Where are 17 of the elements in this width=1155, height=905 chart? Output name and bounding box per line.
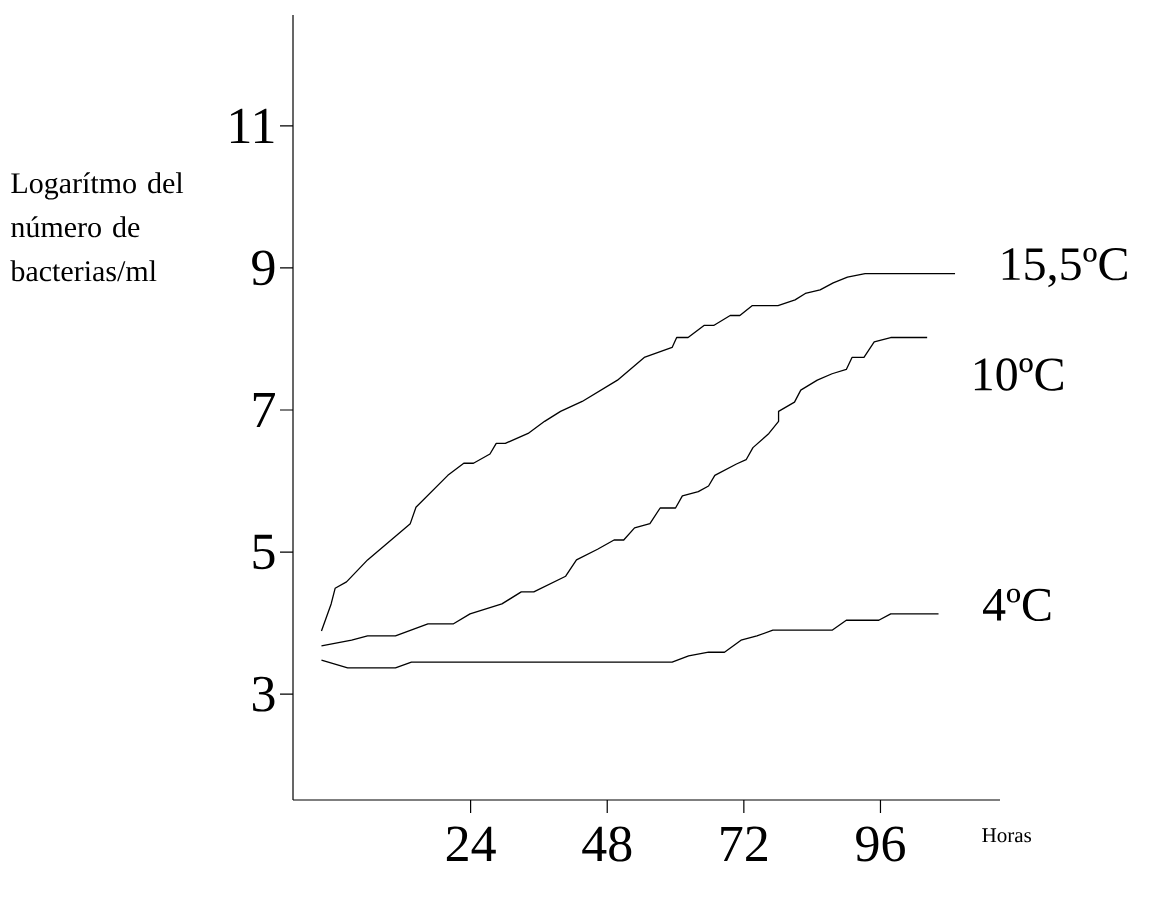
line-series (320, 272, 956, 632)
y-tick-label: 9 (252, 250, 275, 286)
x-tick-label: 72 (721, 826, 767, 861)
x-tick-label: 96 (856, 826, 905, 862)
series-label: 4ºC (983, 588, 1051, 622)
y-tick-label: 3 (252, 676, 275, 712)
line-series (320, 613, 940, 669)
y-tick-label: 5 (253, 534, 275, 570)
y-tick-label: 7 (253, 392, 275, 428)
x-tick-label: 48 (582, 826, 632, 862)
y-axis-title: Logarítmo del número de bacterias/ml (10, 172, 184, 282)
y-tick-label: 11 (230, 108, 274, 143)
series-label: 15,5ºC (1002, 247, 1127, 288)
x-tick-label: 24 (446, 826, 496, 861)
series-label: 10ºC (974, 358, 1063, 391)
line-series (320, 336, 928, 647)
x-axis-title: Horas (982, 828, 1032, 843)
